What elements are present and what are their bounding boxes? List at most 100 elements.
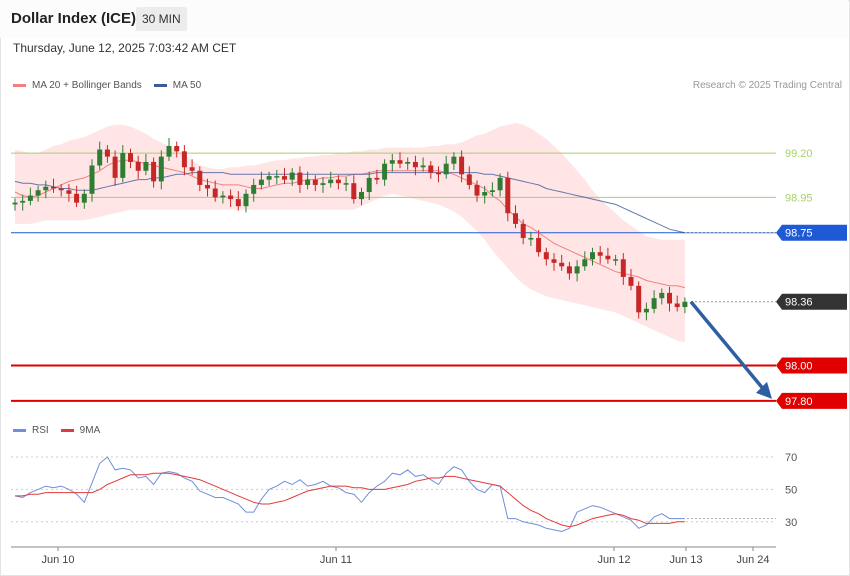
candle-body: [258, 179, 264, 185]
candle-body: [659, 292, 665, 299]
candle-body: [536, 238, 542, 253]
candle-body: [674, 303, 680, 308]
candle-body: [636, 285, 642, 313]
candle-body: [151, 161, 157, 182]
timestamp: Thursday, June 12, 2025 7:03:42 AM CET: [13, 41, 237, 55]
candle-body: [251, 184, 257, 194]
candle-body: [605, 255, 611, 260]
candle-body: [166, 146, 172, 157]
x-tick-label: Jun 10: [41, 554, 74, 566]
ma20-line: [14, 159, 686, 289]
ma50-line: [14, 172, 686, 234]
candle-body: [305, 179, 311, 185]
candle-body: [620, 259, 626, 277]
candle-body: [397, 160, 403, 164]
candle-body: [420, 165, 426, 168]
candle-body: [667, 292, 672, 304]
candle-body: [158, 156, 164, 182]
candle-body: [389, 160, 395, 164]
candle-body: [312, 179, 318, 185]
price-label-98.36: 98.36: [785, 297, 813, 309]
candle-body: [482, 192, 488, 196]
candle-body: [343, 183, 349, 185]
credit-text: Research © 2025 Trading Central: [692, 80, 842, 91]
candle-body: [590, 252, 595, 260]
candle-body: [212, 188, 218, 198]
forecast-arrow-layer: [689, 300, 772, 399]
candle-body: [51, 186, 56, 189]
candle-body: [189, 167, 195, 171]
candle-body: [351, 183, 357, 200]
candle-body: [135, 161, 141, 171]
candle-body: [405, 161, 411, 164]
forecast-arrow-shaft: [689, 300, 766, 391]
candle-body: [181, 151, 187, 168]
x-tick-label: Jun 13: [669, 554, 702, 566]
rsi-tick-label: 30: [785, 517, 797, 529]
candle-body: [436, 172, 441, 175]
candle-body: [466, 174, 472, 185]
candle-body: [12, 202, 18, 205]
chart-title: Dollar Index (ICE): [11, 10, 137, 27]
ma20-legend-label: MA 20 + Bollinger Bands: [32, 80, 142, 91]
candle-body: [20, 200, 26, 203]
candle-body: [112, 156, 118, 178]
candle-body: [520, 223, 526, 239]
candle-body: [205, 184, 210, 189]
price-tag-98.00: [776, 357, 847, 374]
candle-body: [81, 193, 87, 203]
price-label-99.20: 99.20: [785, 148, 813, 160]
candle-body: [66, 190, 72, 194]
rsi-panel: 70 50 30: [11, 452, 797, 533]
x-tick-label: Jun 24: [736, 554, 769, 566]
candle-body: [274, 176, 280, 178]
candle-body: [443, 163, 449, 175]
rsi-tick-label: 50: [785, 484, 797, 496]
rsi-swatch: [13, 429, 26, 432]
price-label-97.80: 97.80: [785, 396, 813, 408]
candle-body: [474, 184, 480, 196]
rsi-ma-line: [15, 472, 685, 528]
candle-body: [382, 163, 388, 180]
ma20-swatch: [13, 84, 26, 87]
candle-body: [43, 186, 49, 191]
candle-body: [174, 146, 180, 152]
candle-body: [489, 190, 495, 193]
candle-body: [89, 165, 95, 194]
candle-body: [104, 149, 110, 157]
candle-body: [513, 213, 518, 224]
candle-body: [297, 172, 303, 185]
candle-body: [197, 170, 203, 185]
candles-layer: [12, 138, 688, 321]
moving-average-layer: [14, 159, 686, 289]
candle-body: [289, 172, 295, 180]
candle-body: [97, 149, 103, 166]
candle-body: [412, 161, 418, 168]
candle-body: [243, 193, 249, 207]
candle-body: [582, 259, 588, 267]
price-label-98.95: 98.95: [785, 192, 813, 204]
candle-body: [505, 177, 511, 214]
price-tags-layer: 99.20 98.95 98.75 98.36 98.00 97.80: [776, 148, 847, 409]
candle-body: [366, 177, 372, 193]
price-tag-98.75: [776, 224, 847, 241]
candle-body: [27, 195, 33, 201]
x-tick-label: Jun 12: [597, 554, 630, 566]
candle-body: [551, 259, 557, 263]
candle-body: [235, 199, 241, 207]
candle-body: [682, 301, 688, 308]
rsi-tick-label: 70: [785, 452, 797, 464]
rsi-line: [14, 456, 685, 533]
candle-body: [543, 252, 549, 260]
candle-body: [143, 161, 149, 171]
candle-body: [220, 195, 226, 198]
candle-body: [320, 183, 326, 185]
candle-body: [128, 153, 133, 162]
candle-body: [74, 193, 80, 203]
candle-body: [459, 156, 465, 175]
candle-body: [328, 179, 334, 184]
candle-body: [282, 176, 287, 180]
x-tick-label: Jun 11: [320, 554, 352, 566]
interval-badge[interactable]: 30 MIN: [136, 7, 187, 31]
